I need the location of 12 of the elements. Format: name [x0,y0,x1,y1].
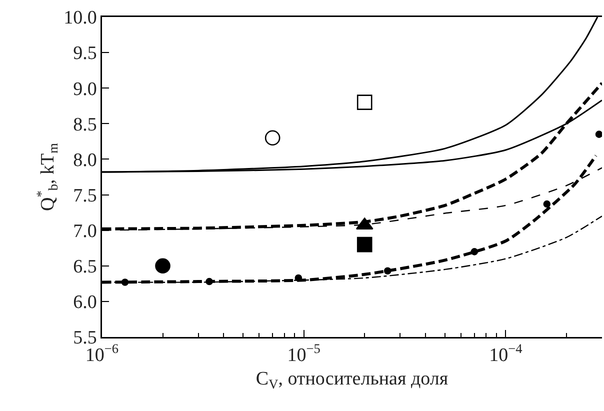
x-tick-label: 10$^{−4}$ [489,341,523,366]
y-tick-label: 9.5 [73,43,97,64]
y-tick-label: 8.0 [73,150,97,171]
y-tick-label: 8.5 [73,114,97,136]
y-tick-label: 9.0 [73,78,97,100]
y-tick-label: 7.5 [73,185,97,206]
y-tick-label: 10.0 [64,8,97,29]
x-tick-label: 10$^{−5}$ [287,341,321,366]
y-tick-label: 6.5 [73,256,97,278]
x-axis-title: C$_{V}$, относительная доля [256,368,448,392]
y-tick-label: 7.0 [73,220,97,242]
y-tick-label: 6.0 [73,292,97,314]
